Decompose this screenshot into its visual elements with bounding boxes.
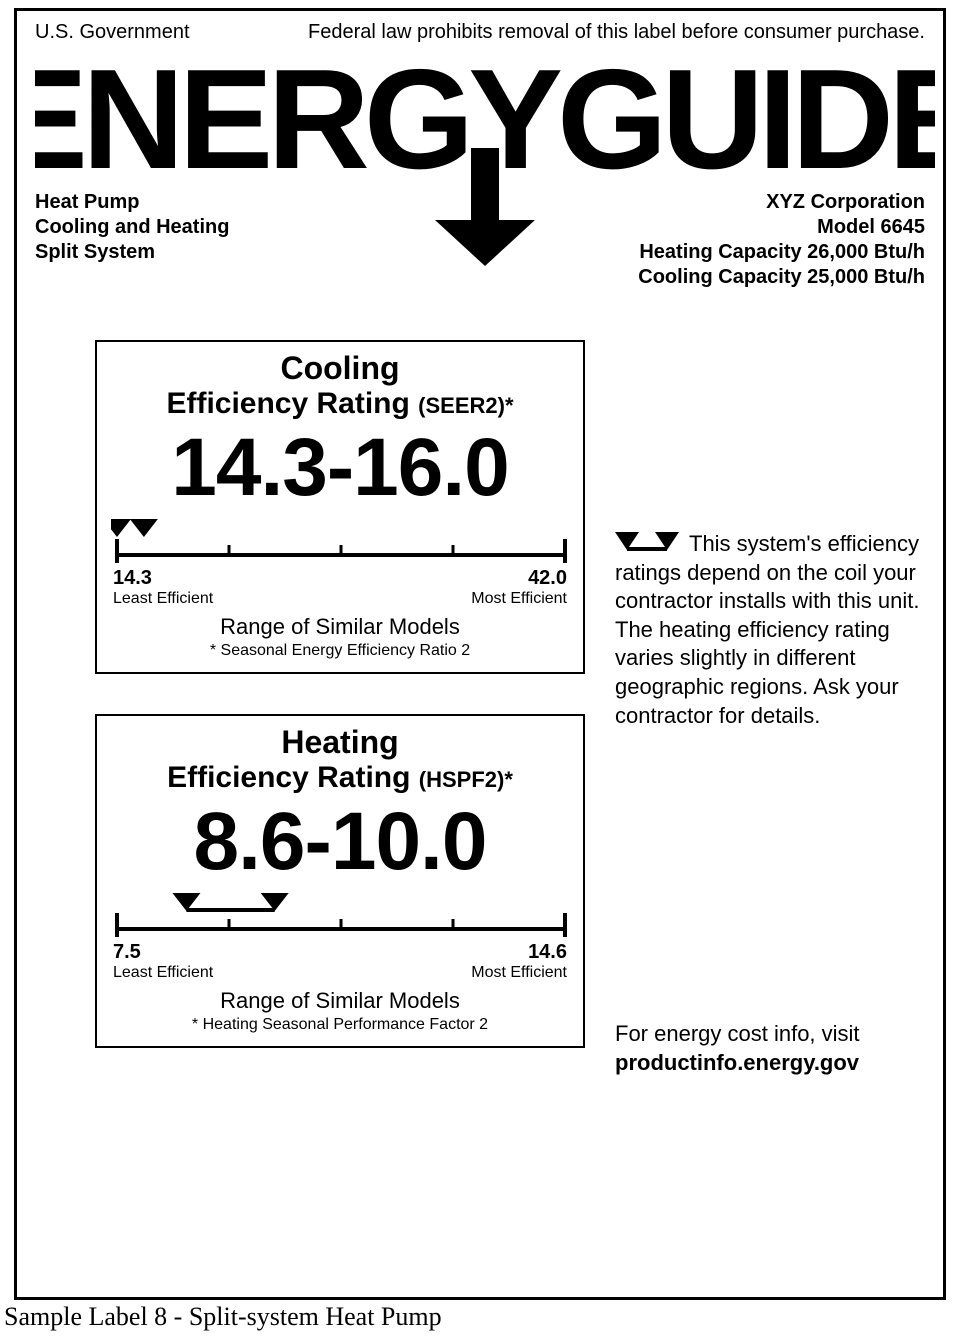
heating-most: Most Efficient — [471, 964, 567, 982]
cooling-title1: Cooling — [111, 350, 569, 387]
product-info: Heat Pump Cooling and Heating Split Syst… — [35, 190, 229, 290]
heating-title1: Heating — [111, 724, 569, 761]
heating-least: Least Efficient — [113, 964, 213, 982]
manufacturer-info: XYZ Corporation Model 6645 Heating Capac… — [638, 190, 925, 290]
heating-title2: Efficiency Rating (HSPF2)* — [111, 761, 569, 795]
figure-caption: Sample Label 8 - Split-system Heat Pump — [4, 1302, 442, 1332]
main-area: Cooling Efficiency Rating (SEER2)* 14.3-… — [35, 340, 925, 1088]
heating-title2-main: Efficiency Rating — [167, 761, 419, 794]
mfr-line2: Model 6645 — [638, 215, 925, 240]
product-line2: Cooling and Heating — [35, 215, 229, 240]
mfr-line4: Cooling Capacity 25,000 Btu/h — [638, 265, 925, 290]
heating-max: 14.6 — [471, 941, 567, 964]
rating-boxes: Cooling Efficiency Rating (SEER2)* 14.3-… — [95, 340, 585, 1088]
mfr-line1: XYZ Corporation — [638, 190, 925, 215]
heating-title2-small: (HSPF2)* — [419, 767, 513, 792]
cooling-rating-box: Cooling Efficiency Rating (SEER2)* 14.3-… — [95, 340, 585, 674]
cooling-range-text: Range of Similar Models — [111, 614, 569, 640]
side-column: This system's efficiency ratings depend … — [585, 340, 925, 1088]
heating-value: 8.6-10.0 — [111, 801, 569, 883]
range-marker-icon — [615, 532, 679, 554]
cooling-min: 14.3 — [113, 567, 213, 590]
energyguide-label: U.S. Government Federal law prohibits re… — [14, 8, 946, 1300]
heating-footnote: * Heating Seasonal Performance Factor 2 — [111, 1016, 569, 1034]
product-line3: Split System — [35, 240, 229, 265]
heating-min: 7.5 — [113, 941, 213, 964]
cooling-title2: Efficiency Rating (SEER2)* — [111, 387, 569, 421]
cooling-scale — [111, 515, 569, 567]
cooling-least: Least Efficient — [113, 590, 213, 608]
side-note-text: This system's efficiency ratings depend … — [615, 531, 919, 728]
heating-range-text: Range of Similar Models — [111, 988, 569, 1014]
cooling-value: 14.3-16.0 — [111, 427, 569, 509]
cooling-max: 42.0 — [471, 567, 567, 590]
cooling-scale-labels: 14.3 Least Efficient 42.0 Most Efficient — [111, 567, 569, 608]
heating-scale — [111, 889, 569, 941]
mfr-line3: Heating Capacity 26,000 Btu/h — [638, 240, 925, 265]
energy-link: For energy cost info, visit productinfo.… — [615, 1020, 925, 1077]
cooling-most: Most Efficient — [471, 590, 567, 608]
cooling-footnote: * Seasonal Energy Efficiency Ratio 2 — [111, 642, 569, 660]
product-line1: Heat Pump — [35, 190, 229, 215]
energy-link-text: For energy cost info, visit — [615, 1021, 860, 1046]
heating-rating-box: Heating Efficiency Rating (HSPF2)* 8.6-1… — [95, 714, 585, 1048]
cooling-title2-small: (SEER2)* — [418, 393, 513, 418]
heating-scale-labels: 7.5 Least Efficient 14.6 Most Efficient — [111, 941, 569, 982]
side-note: This system's efficiency ratings depend … — [615, 530, 925, 730]
cooling-title2-main: Efficiency Rating — [166, 387, 418, 420]
energy-link-url: productinfo.energy.gov — [615, 1050, 859, 1075]
